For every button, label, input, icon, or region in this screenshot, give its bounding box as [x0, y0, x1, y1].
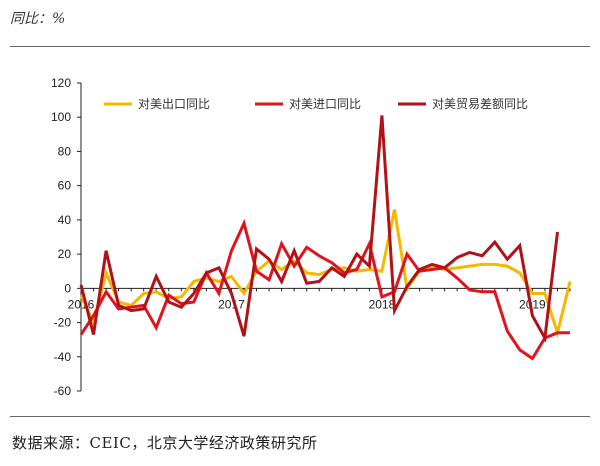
top-rule: [10, 46, 590, 47]
y-tick-label: 100: [51, 110, 71, 124]
y-tick-label: 60: [58, 179, 72, 193]
x-tick-label: 2016: [68, 297, 95, 311]
series-line-1: [79, 209, 572, 339]
x-tick-label: 2017: [218, 297, 245, 311]
y-tick-label: 0: [64, 281, 71, 295]
y-tick-label: 40: [58, 213, 72, 227]
legend-label-3: 对美贸易差额同比: [432, 97, 528, 111]
x-tick-label: 2019: [519, 297, 546, 311]
chart-axes: -60 -40 -20 0 20 40 60 80 100 120 2016 2017 2018 2019: [51, 76, 571, 398]
y-tick-label: -60: [54, 384, 72, 398]
legend-label-1: 对美出口同比: [138, 97, 210, 111]
y-tick-label: 120: [51, 76, 71, 90]
series-line-2: [79, 218, 570, 361]
y-tick-label: 80: [58, 144, 72, 158]
chart-legend: 对美出口同比 对美进口同比 对美贸易差额同比: [104, 97, 528, 111]
y-tick-label: 20: [58, 247, 72, 261]
y-tick-label: -40: [54, 350, 72, 364]
y-tick-label: -20: [54, 316, 72, 330]
unit-label: 同比：%: [10, 11, 66, 27]
bottom-rule: [10, 416, 590, 417]
legend-label-2: 对美进口同比: [289, 97, 361, 111]
x-tick-label: 2018: [369, 297, 396, 311]
source-note: 数据来源：CEIC，北京大学经济政策研究所: [12, 434, 318, 452]
series-line-3: [79, 115, 559, 343]
chart-series: [79, 115, 572, 361]
